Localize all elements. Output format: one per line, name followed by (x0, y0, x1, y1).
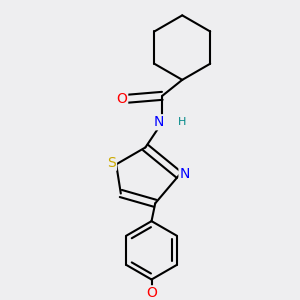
Text: S: S (107, 156, 116, 170)
Text: N: N (179, 167, 190, 181)
Text: H: H (178, 117, 186, 127)
Text: O: O (116, 92, 127, 106)
Text: O: O (146, 286, 157, 300)
Text: N: N (154, 115, 164, 129)
